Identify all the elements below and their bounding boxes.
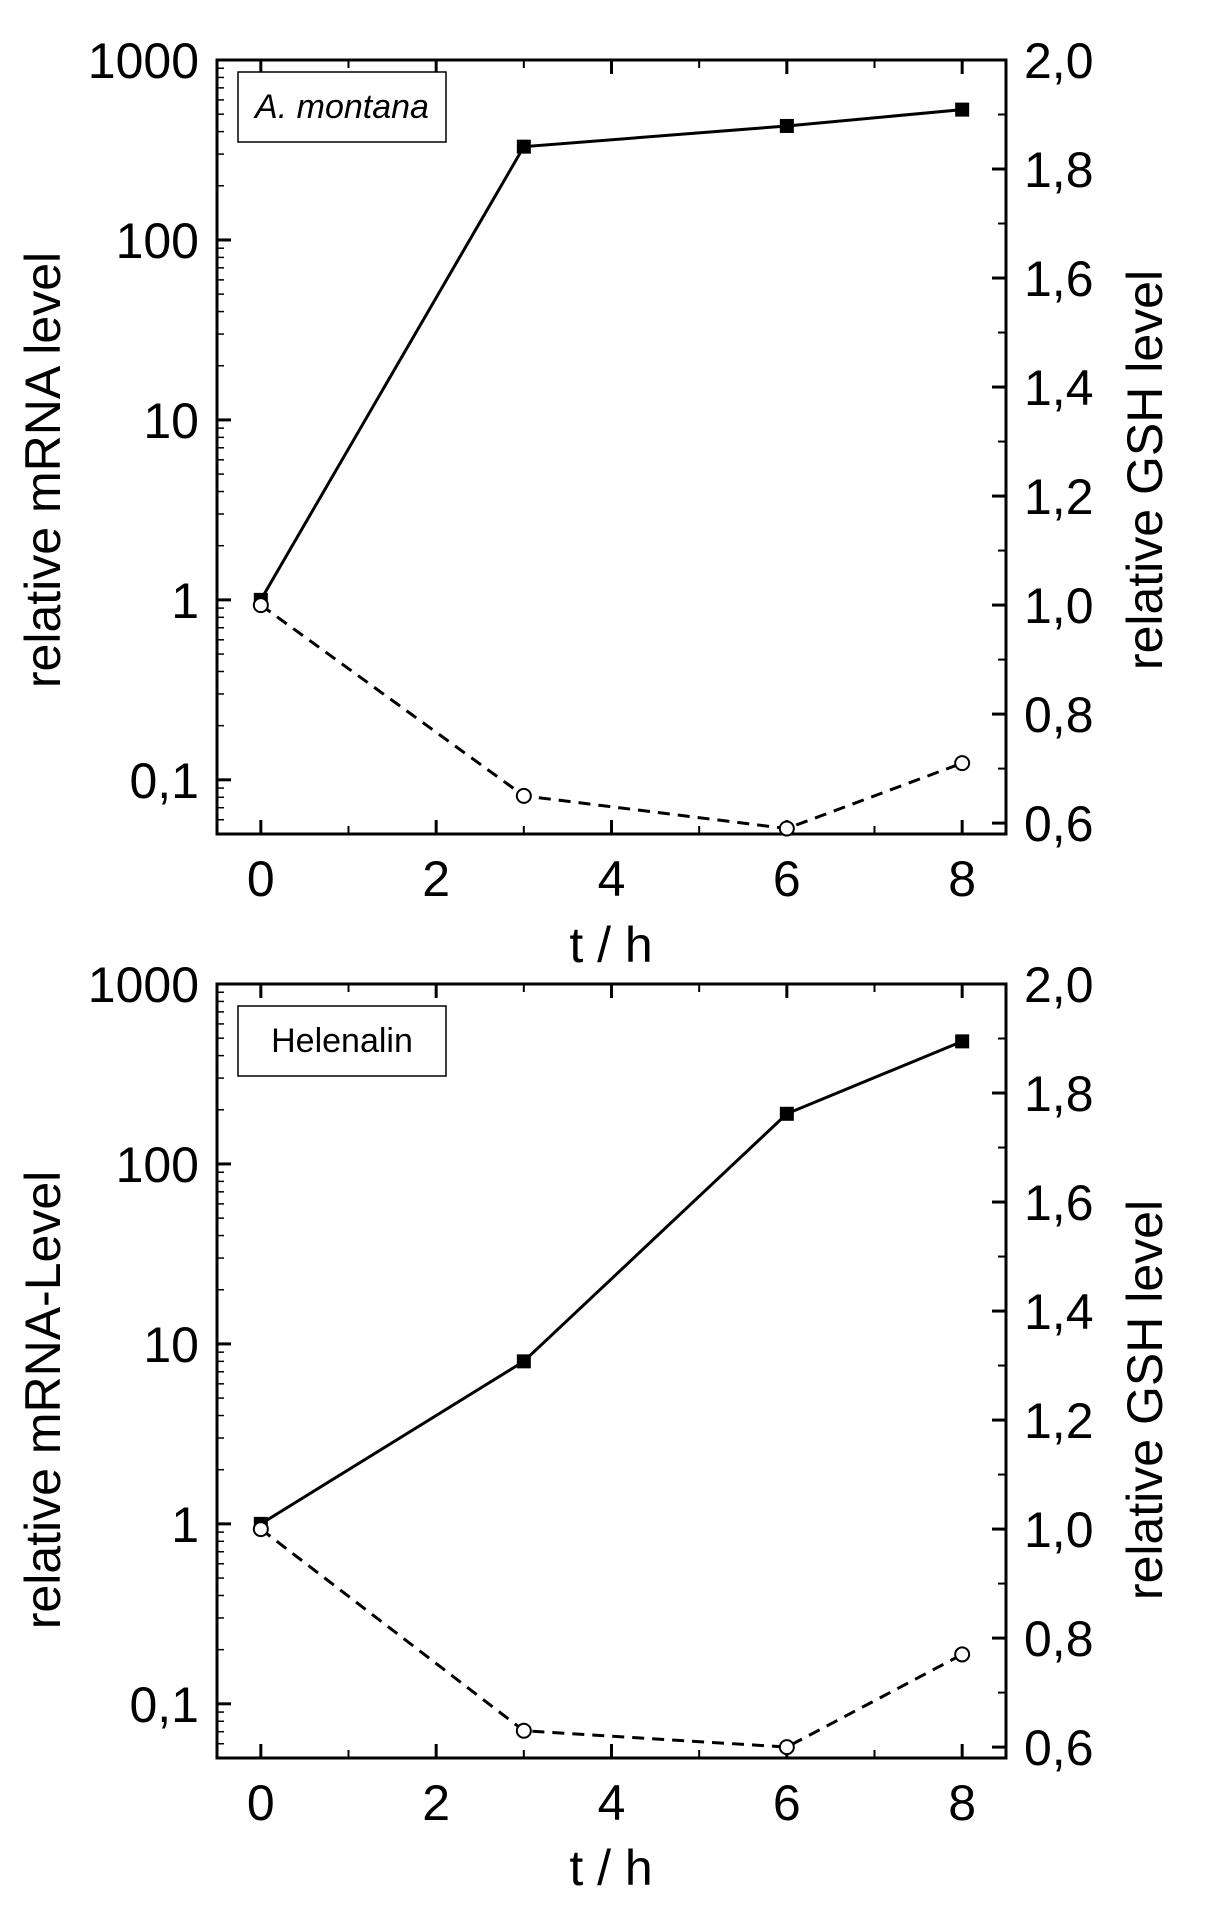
plot-frame xyxy=(215,58,1008,836)
y-right-tick-label: 1,0 xyxy=(1024,1502,1094,1558)
y-right-tick-label: 0,6 xyxy=(1024,796,1094,852)
y-right-tick-label: 1,8 xyxy=(1024,142,1094,198)
y-right-tick-label: 1,6 xyxy=(1024,1175,1094,1231)
gsh-data-point xyxy=(778,1739,795,1756)
mrna-data-point xyxy=(516,1354,531,1369)
y-left-tick-label: 10 xyxy=(143,1317,199,1373)
x-tick-label: 4 xyxy=(598,1775,626,1831)
y-right-tick-label: 1,2 xyxy=(1024,469,1094,525)
series-line-mrna xyxy=(260,1039,963,1526)
gsh-data-point xyxy=(954,755,971,772)
x-tick-label: 8 xyxy=(948,851,976,907)
x-tick-label: 6 xyxy=(773,851,801,907)
y-right-tick-label: 1,2 xyxy=(1024,1393,1094,1449)
x-axis-title: t / h xyxy=(569,1840,652,1896)
x-tick-label: 2 xyxy=(422,1775,450,1831)
mrna-data-point xyxy=(516,139,531,154)
y-right-axis-title: relative GSH level xyxy=(1117,270,1173,670)
series-line-mrna xyxy=(259,108,963,601)
x-tick-label: 8 xyxy=(948,1775,976,1831)
y-right-tick-label: 2,0 xyxy=(1024,33,1094,89)
x-tick-label: 4 xyxy=(598,851,626,907)
y-right-tick-label: 1,8 xyxy=(1024,1066,1094,1122)
y-right-tick-label: 1,6 xyxy=(1024,251,1094,307)
y-left-axis-title: relative mRNA level xyxy=(15,252,71,688)
y-right-tick-label: 1,0 xyxy=(1024,578,1094,634)
mrna-data-point xyxy=(779,118,794,133)
y-left-tick-label: 1 xyxy=(171,1497,199,1553)
chart-panel-0: 0 2 4 6 8 1000 100 10 1 0,1 2,0 1,8 1,6 1,4 1,2 1,0 0,8 0… xyxy=(15,33,1173,973)
gsh-data-point xyxy=(252,597,269,614)
gsh-data-point xyxy=(515,1722,532,1739)
y-left-tick-label: 1 xyxy=(171,573,199,629)
x-tick-label: 0 xyxy=(247,1775,275,1831)
legend-box xyxy=(237,71,447,143)
y-left-tick-label: 1000 xyxy=(88,957,199,1013)
x-tick-label: 6 xyxy=(773,1775,801,1831)
x-axis-title: t / h xyxy=(569,917,652,973)
plot-frame xyxy=(215,982,1008,1760)
mrna-data-point xyxy=(779,1106,794,1121)
x-tick-label: 0 xyxy=(247,851,275,907)
series-line-gsh xyxy=(259,1527,963,1749)
gsh-data-point xyxy=(252,1521,269,1538)
y-right-tick-label: 2,0 xyxy=(1024,957,1094,1013)
gsh-data-point xyxy=(954,1646,971,1663)
y-right-tick-label: 0,8 xyxy=(1024,687,1094,743)
y-right-tick-label: 0,6 xyxy=(1024,1720,1094,1776)
y-left-tick-label: 10 xyxy=(143,393,199,449)
x-tick-label: 2 xyxy=(422,851,450,907)
chart-panel-1: 0 2 4 6 8 1000 100 10 1 0,1 2,0 1,8 1,6 1,4 1,2 1,0 0,8 0… xyxy=(15,957,1173,1896)
y-right-tick-label: 1,4 xyxy=(1024,1284,1094,1340)
legend-label: Helenalin xyxy=(271,1022,413,1060)
y-left-tick-label: 0,1 xyxy=(129,1677,199,1733)
mrna-data-point xyxy=(955,102,970,117)
y-right-axis-title: relative GSH level xyxy=(1117,1200,1173,1600)
y-left-tick-label: 0,1 xyxy=(129,753,199,809)
gsh-data-point xyxy=(778,820,795,837)
y-left-tick-label: 100 xyxy=(116,1137,199,1193)
y-right-tick-label: 0,8 xyxy=(1024,1611,1094,1667)
y-left-axis-title: relative mRNA-Level xyxy=(15,1171,71,1629)
legend-label: A. montana xyxy=(253,88,429,126)
mrna-data-point xyxy=(955,1034,970,1049)
y-right-tick-label: 1,4 xyxy=(1024,360,1094,416)
y-left-tick-label: 100 xyxy=(116,213,199,269)
series-line-gsh xyxy=(259,603,963,831)
y-left-tick-label: 1000 xyxy=(88,33,199,89)
gsh-data-point xyxy=(515,787,532,804)
legend-box xyxy=(237,1005,447,1077)
